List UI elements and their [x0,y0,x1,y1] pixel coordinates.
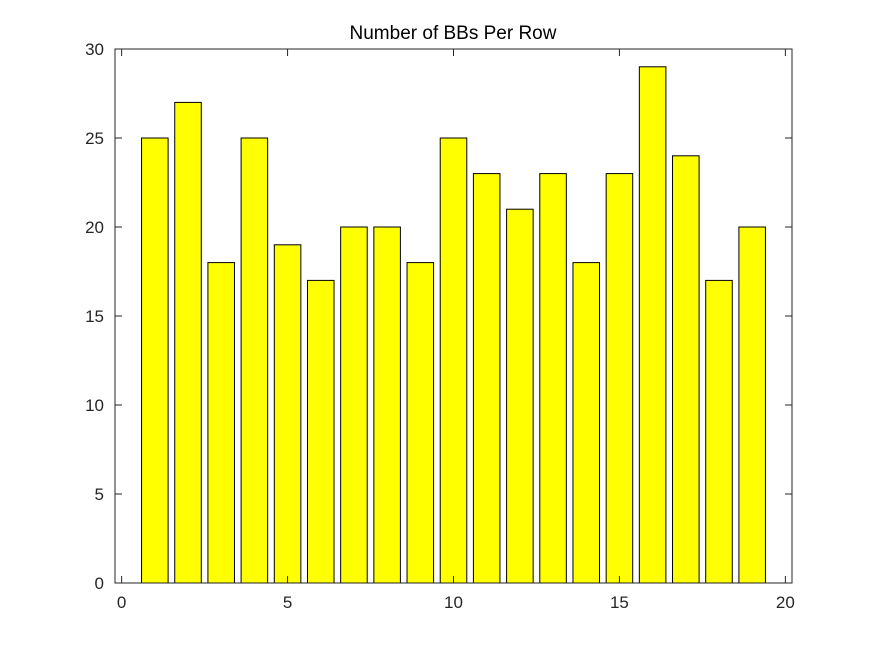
bar-2 [174,101,202,584]
bar-3 [207,262,235,584]
y-tick-label-10: 10 [85,396,104,415]
bar-17 [672,155,700,584]
bar-12 [506,208,534,584]
bar-14 [572,262,601,584]
bar-6 [306,279,335,584]
bar-15 [605,173,634,584]
bar-1 [141,137,169,584]
bar-16 [638,66,667,584]
x-tick-label-5: 5 [283,593,292,612]
bar-11 [472,173,501,584]
bar-19 [738,226,766,584]
x-tick-label-0: 0 [117,593,126,612]
x-tick-label-10: 10 [444,593,463,612]
x-tick-label-15: 15 [610,593,629,612]
y-tick-label-15: 15 [85,307,104,326]
bars-group [141,66,766,584]
bar-13 [539,173,567,584]
y-tick-label-20: 20 [85,218,104,237]
bar-7 [340,226,368,584]
chart-title: Number of BBs Per Row [350,23,557,44]
axes-group: 0 5 10 15 20 0 5 10 15 20 25 30 [85,40,795,612]
y-tick-label-30: 30 [85,40,104,59]
bar-10 [439,137,468,584]
x-tick-label-20: 20 [776,593,795,612]
bar-4 [240,137,269,584]
bar-5 [273,244,302,584]
y-tick-label-25: 25 [85,129,104,148]
y-tick-label-0: 0 [95,574,104,593]
y-tick-label-5: 5 [95,485,104,504]
bar-18 [705,279,733,584]
bar-8 [373,226,401,584]
bar-9 [406,262,435,584]
